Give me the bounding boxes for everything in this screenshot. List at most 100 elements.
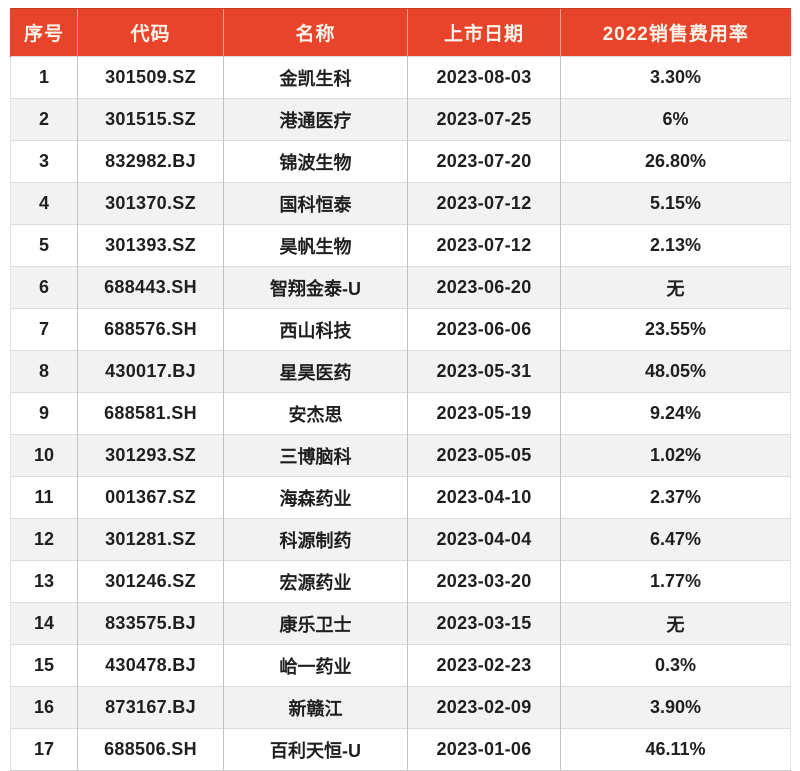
cell-name: 海森药业 [223,476,408,519]
cell-seq: 10 [10,434,78,477]
cell-date: 2023-03-15 [407,602,561,645]
header-seq: 序号 [10,8,78,57]
cell-date: 2023-03-20 [407,560,561,603]
table-row: 4 301370.SZ 国科恒泰 2023-07-12 5.15% [10,182,791,225]
cell-seq: 12 [10,518,78,561]
cell-seq: 2 [10,98,78,141]
cell-code: 301515.SZ [77,98,224,141]
cell-date: 2023-04-10 [407,476,561,519]
table-header: 序号 代码 名称 上市日期 2022销售费用率 [10,8,791,57]
table-row: 8 430017.BJ 星昊医药 2023-05-31 48.05% [10,350,791,393]
cell-ratio: 3.90% [560,686,791,729]
cell-code: 688581.SH [77,392,224,435]
header-code: 代码 [77,8,224,57]
cell-code: 301509.SZ [77,56,224,99]
cell-ratio: 1.02% [560,434,791,477]
cell-name: 安杰思 [223,392,408,435]
header-ratio: 2022销售费用率 [560,8,791,57]
cell-date: 2023-05-19 [407,392,561,435]
table-row: 9 688581.SH 安杰思 2023-05-19 9.24% [10,392,791,435]
cell-date: 2023-07-20 [407,140,561,183]
cell-seq: 11 [10,476,78,519]
cell-name: 港通医疗 [223,98,408,141]
cell-code: 301370.SZ [77,182,224,225]
table-row: 7 688576.SH 西山科技 2023-06-06 23.55% [10,308,791,351]
cell-date: 2023-07-12 [407,224,561,267]
cell-code: 001367.SZ [77,476,224,519]
stock-table-container: 序号 代码 名称 上市日期 2022销售费用率 1 301509.SZ 金凯生科 20… [10,8,791,771]
cell-name: 宏源药业 [223,560,408,603]
cell-seq: 1 [10,56,78,99]
cell-date: 2023-06-06 [407,308,561,351]
table-row: 17 688506.SH 百利天恒-U 2023-01-06 46.11% [10,728,791,771]
table-row: 13 301246.SZ 宏源药业 2023-03-20 1.77% [10,560,791,603]
header-row: 序号 代码 名称 上市日期 2022销售费用率 [10,8,791,57]
cell-date: 2023-07-12 [407,182,561,225]
cell-seq: 6 [10,266,78,309]
cell-ratio: 无 [560,602,791,645]
cell-seq: 9 [10,392,78,435]
table-row: 6 688443.SH 智翔金泰-U 2023-06-20 无 [10,266,791,309]
cell-ratio: 3.30% [560,56,791,99]
cell-name: 西山科技 [223,308,408,351]
cell-name: 智翔金泰-U [223,266,408,309]
cell-ratio: 6% [560,98,791,141]
cell-date: 2023-01-06 [407,728,561,771]
table-row: 14 833575.BJ 康乐卫士 2023-03-15 无 [10,602,791,645]
table-row: 12 301281.SZ 科源制药 2023-04-04 6.47% [10,518,791,561]
cell-name: 康乐卫士 [223,602,408,645]
cell-name: 星昊医药 [223,350,408,393]
cell-seq: 16 [10,686,78,729]
cell-date: 2023-05-05 [407,434,561,477]
cell-ratio: 9.24% [560,392,791,435]
cell-seq: 8 [10,350,78,393]
cell-code: 430017.BJ [77,350,224,393]
cell-seq: 17 [10,728,78,771]
cell-ratio: 1.77% [560,560,791,603]
table-row: 15 430478.BJ 峆一药业 2023-02-23 0.3% [10,644,791,687]
table-row: 1 301509.SZ 金凯生科 2023-08-03 3.30% [10,56,791,99]
cell-code: 832982.BJ [77,140,224,183]
cell-name: 峆一药业 [223,644,408,687]
cell-seq: 4 [10,182,78,225]
cell-code: 301281.SZ [77,518,224,561]
cell-code: 301293.SZ [77,434,224,477]
cell-ratio: 23.55% [560,308,791,351]
stock-table: 序号 代码 名称 上市日期 2022销售费用率 1 301509.SZ 金凯生科 20… [10,8,791,771]
cell-code: 430478.BJ [77,644,224,687]
cell-code: 873167.BJ [77,686,224,729]
cell-date: 2023-02-23 [407,644,561,687]
cell-date: 2023-05-31 [407,350,561,393]
cell-date: 2023-04-04 [407,518,561,561]
cell-seq: 3 [10,140,78,183]
cell-ratio: 48.05% [560,350,791,393]
cell-code: 688506.SH [77,728,224,771]
cell-ratio: 无 [560,266,791,309]
cell-date: 2023-06-20 [407,266,561,309]
cell-date: 2023-07-25 [407,98,561,141]
cell-code: 833575.BJ [77,602,224,645]
cell-name: 百利天恒-U [223,728,408,771]
cell-code: 301393.SZ [77,224,224,267]
table-row: 11 001367.SZ 海森药业 2023-04-10 2.37% [10,476,791,519]
cell-name: 金凯生科 [223,56,408,99]
table-row: 10 301293.SZ 三博脑科 2023-05-05 1.02% [10,434,791,477]
table-row: 5 301393.SZ 昊帆生物 2023-07-12 2.13% [10,224,791,267]
table-row: 16 873167.BJ 新赣江 2023-02-09 3.90% [10,686,791,729]
cell-name: 国科恒泰 [223,182,408,225]
cell-seq: 13 [10,560,78,603]
cell-name: 昊帆生物 [223,224,408,267]
cell-seq: 7 [10,308,78,351]
table-body: 1 301509.SZ 金凯生科 2023-08-03 3.30% 2 301515.SZ 港… [10,56,791,771]
cell-seq: 15 [10,644,78,687]
cell-name: 新赣江 [223,686,408,729]
cell-code: 301246.SZ [77,560,224,603]
cell-seq: 5 [10,224,78,267]
header-date: 上市日期 [407,8,561,57]
cell-date: 2023-08-03 [407,56,561,99]
cell-name: 科源制药 [223,518,408,561]
cell-date: 2023-02-09 [407,686,561,729]
cell-code: 688443.SH [77,266,224,309]
cell-ratio: 2.37% [560,476,791,519]
header-name: 名称 [223,8,408,57]
